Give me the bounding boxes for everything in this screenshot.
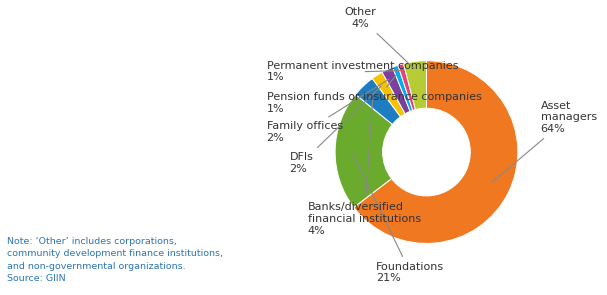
- Text: Family offices
2%: Family offices 2%: [266, 79, 388, 143]
- Text: Note: ‘Other’ includes corporations,
community development finance institutions,: Note: ‘Other’ includes corporations, com…: [7, 237, 223, 283]
- Wedge shape: [404, 61, 427, 110]
- Text: Asset
managers
64%: Asset managers 64%: [492, 101, 597, 182]
- Text: Foundations
21%: Foundations 21%: [353, 153, 444, 283]
- Text: Other
4%: Other 4%: [345, 7, 414, 69]
- Text: DFIs
2%: DFIs 2%: [290, 86, 381, 174]
- Text: Banks/diversified
financial institutions
4%: Banks/diversified financial institutions…: [308, 99, 421, 235]
- Wedge shape: [356, 78, 401, 124]
- Wedge shape: [335, 94, 393, 207]
- Text: Pension funds or insurance companies
1%: Pension funds or insurance companies 1%: [266, 75, 481, 114]
- Wedge shape: [398, 64, 415, 110]
- Wedge shape: [393, 65, 413, 111]
- Wedge shape: [354, 61, 518, 243]
- Wedge shape: [382, 67, 410, 114]
- Text: Permanent investment companies
1%: Permanent investment companies 1%: [266, 61, 458, 83]
- Wedge shape: [372, 72, 405, 117]
